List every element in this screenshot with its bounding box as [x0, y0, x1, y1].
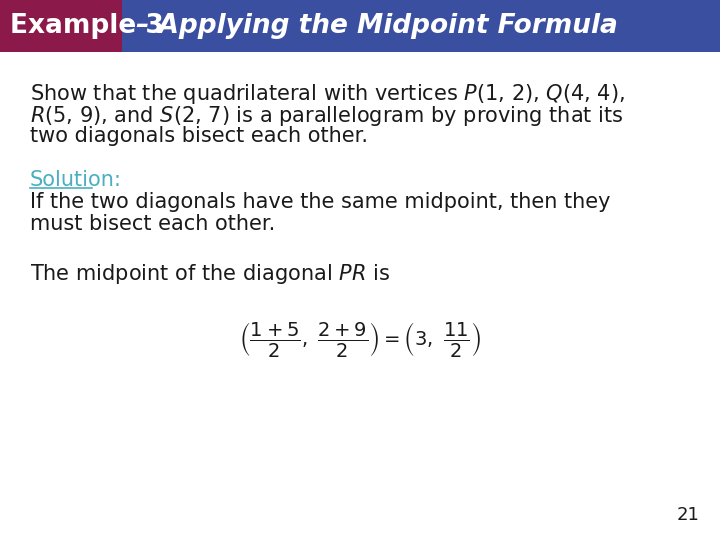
Bar	[0, 0, 720, 52]
Text: The midpoint of the diagonal $\mathit{PR}$ is: The midpoint of the diagonal $\mathit{PR…	[30, 262, 390, 286]
Text: Example 3: Example 3	[10, 13, 163, 39]
Text: 21: 21	[677, 506, 700, 524]
Bar	[0, 0, 122, 52]
Text: $\left( \dfrac{1+5}{2},\ \dfrac{2+9}{2} \right) = \left( 3,\ \dfrac{11}{2} \righ: $\left( \dfrac{1+5}{2},\ \dfrac{2+9}{2} …	[239, 320, 481, 359]
Text: Show that the quadrilateral with vertices $\mathit{P}$(1, 2), $\mathit{Q}$(4, 4): Show that the quadrilateral with vertice…	[30, 82, 625, 106]
Text: – Applying the Midpoint Formula: – Applying the Midpoint Formula	[127, 13, 618, 39]
Text: must bisect each other.: must bisect each other.	[30, 214, 275, 234]
Text: Solution:: Solution:	[30, 170, 122, 190]
Text: two diagonals bisect each other.: two diagonals bisect each other.	[30, 126, 368, 146]
Text: If the two diagonals have the same midpoint, then they: If the two diagonals have the same midpo…	[30, 192, 611, 212]
Text: $\mathit{R}$(5, 9), and $\mathit{S}$(2, 7) is a parallelogram by proving that it: $\mathit{R}$(5, 9), and $\mathit{S}$(2, …	[30, 104, 624, 128]
